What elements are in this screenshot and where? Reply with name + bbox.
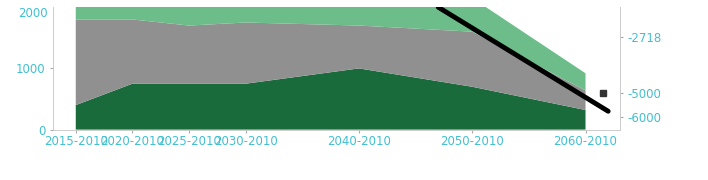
Text: 2000: 2000 — [18, 7, 47, 20]
